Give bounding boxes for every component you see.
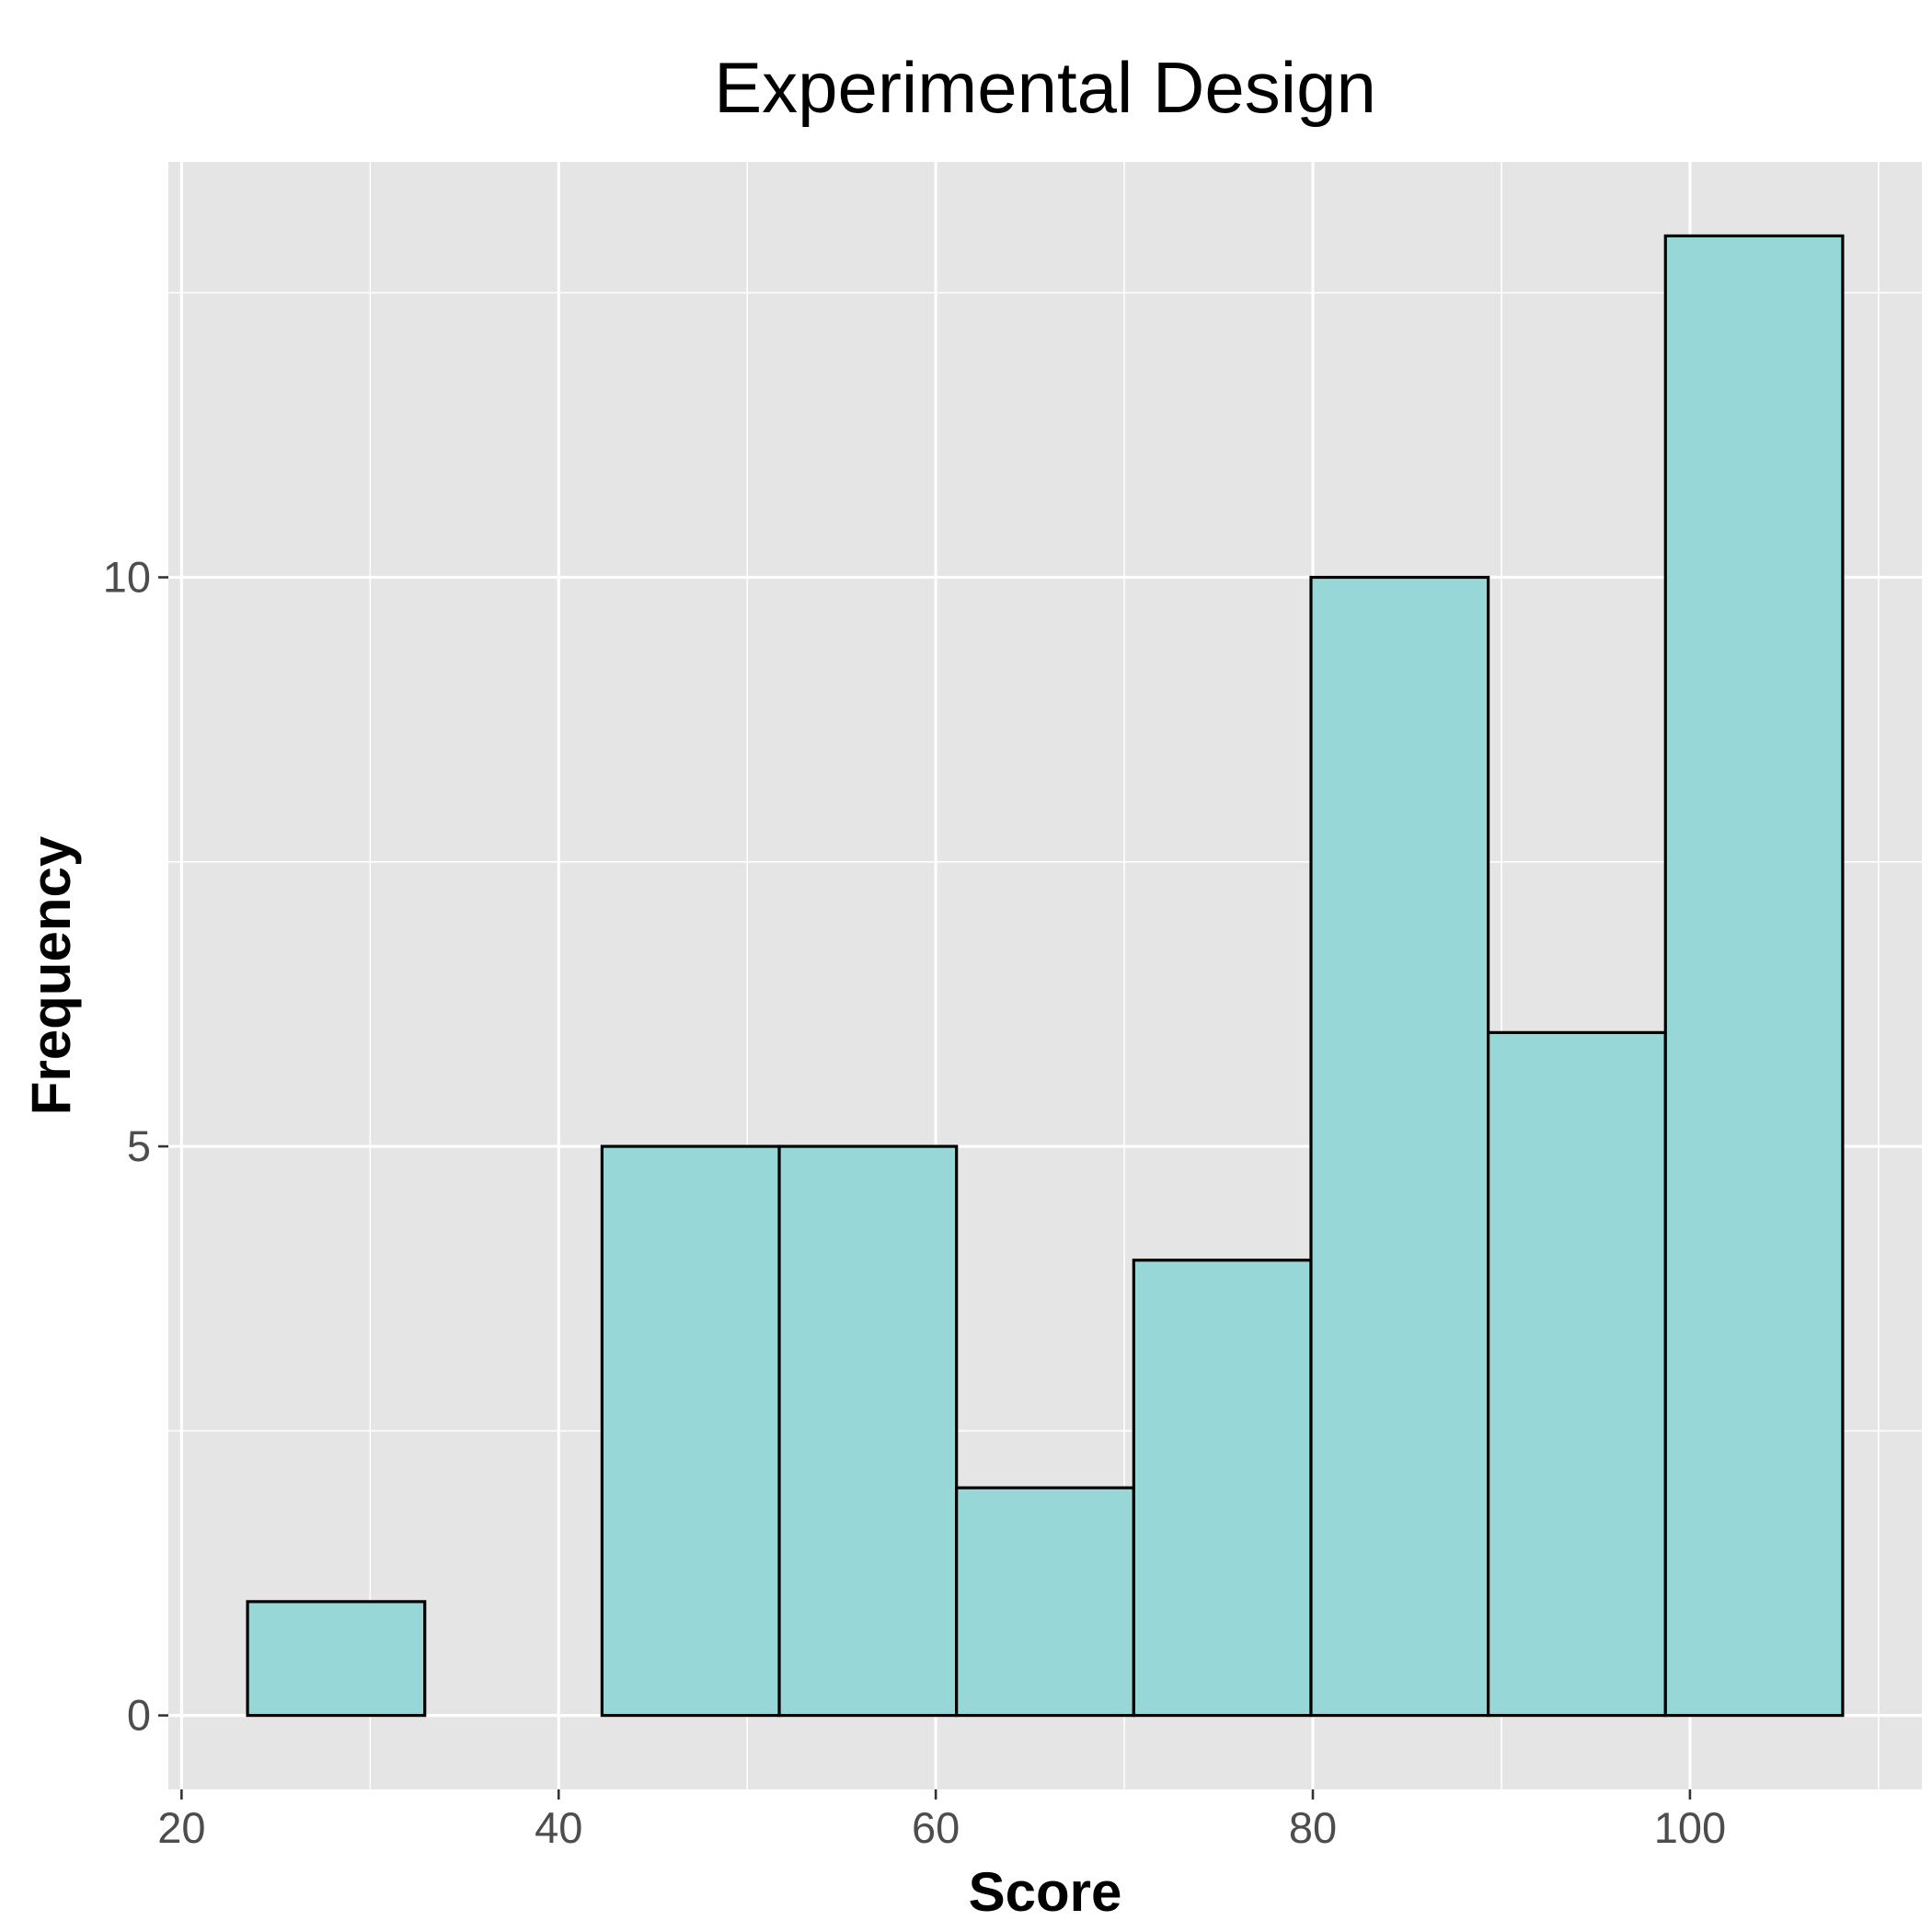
y-axis-title: Frequency: [20, 835, 82, 1115]
histogram-bar: [246, 1600, 427, 1718]
y-tick-label: 10: [103, 553, 151, 602]
y-tick-label: 5: [127, 1121, 151, 1170]
histogram-bar: [777, 1144, 959, 1718]
x-tick-label: 80: [1289, 1803, 1337, 1852]
histogram-bar: [1309, 575, 1490, 1718]
histogram-bar: [1487, 1030, 1667, 1718]
histogram-bar: [955, 1486, 1135, 1718]
y-tick-label: 0: [127, 1691, 151, 1740]
chart-title: Experimental Design: [714, 47, 1376, 128]
x-tick-label: 60: [912, 1803, 960, 1852]
x-axis-title: Score: [969, 1861, 1122, 1923]
histogram-bar: [600, 1144, 781, 1718]
x-tick-label: 100: [1654, 1803, 1726, 1852]
y-axis: 0 5 10: [103, 553, 168, 1740]
x-axis: 20 40 60 80 100: [157, 1789, 1726, 1852]
x-tick-label: 40: [535, 1803, 582, 1852]
histogram-bar: [1663, 234, 1845, 1718]
histogram-bar: [1132, 1259, 1313, 1718]
x-tick-label: 20: [157, 1803, 205, 1852]
bars: [246, 234, 1845, 1718]
